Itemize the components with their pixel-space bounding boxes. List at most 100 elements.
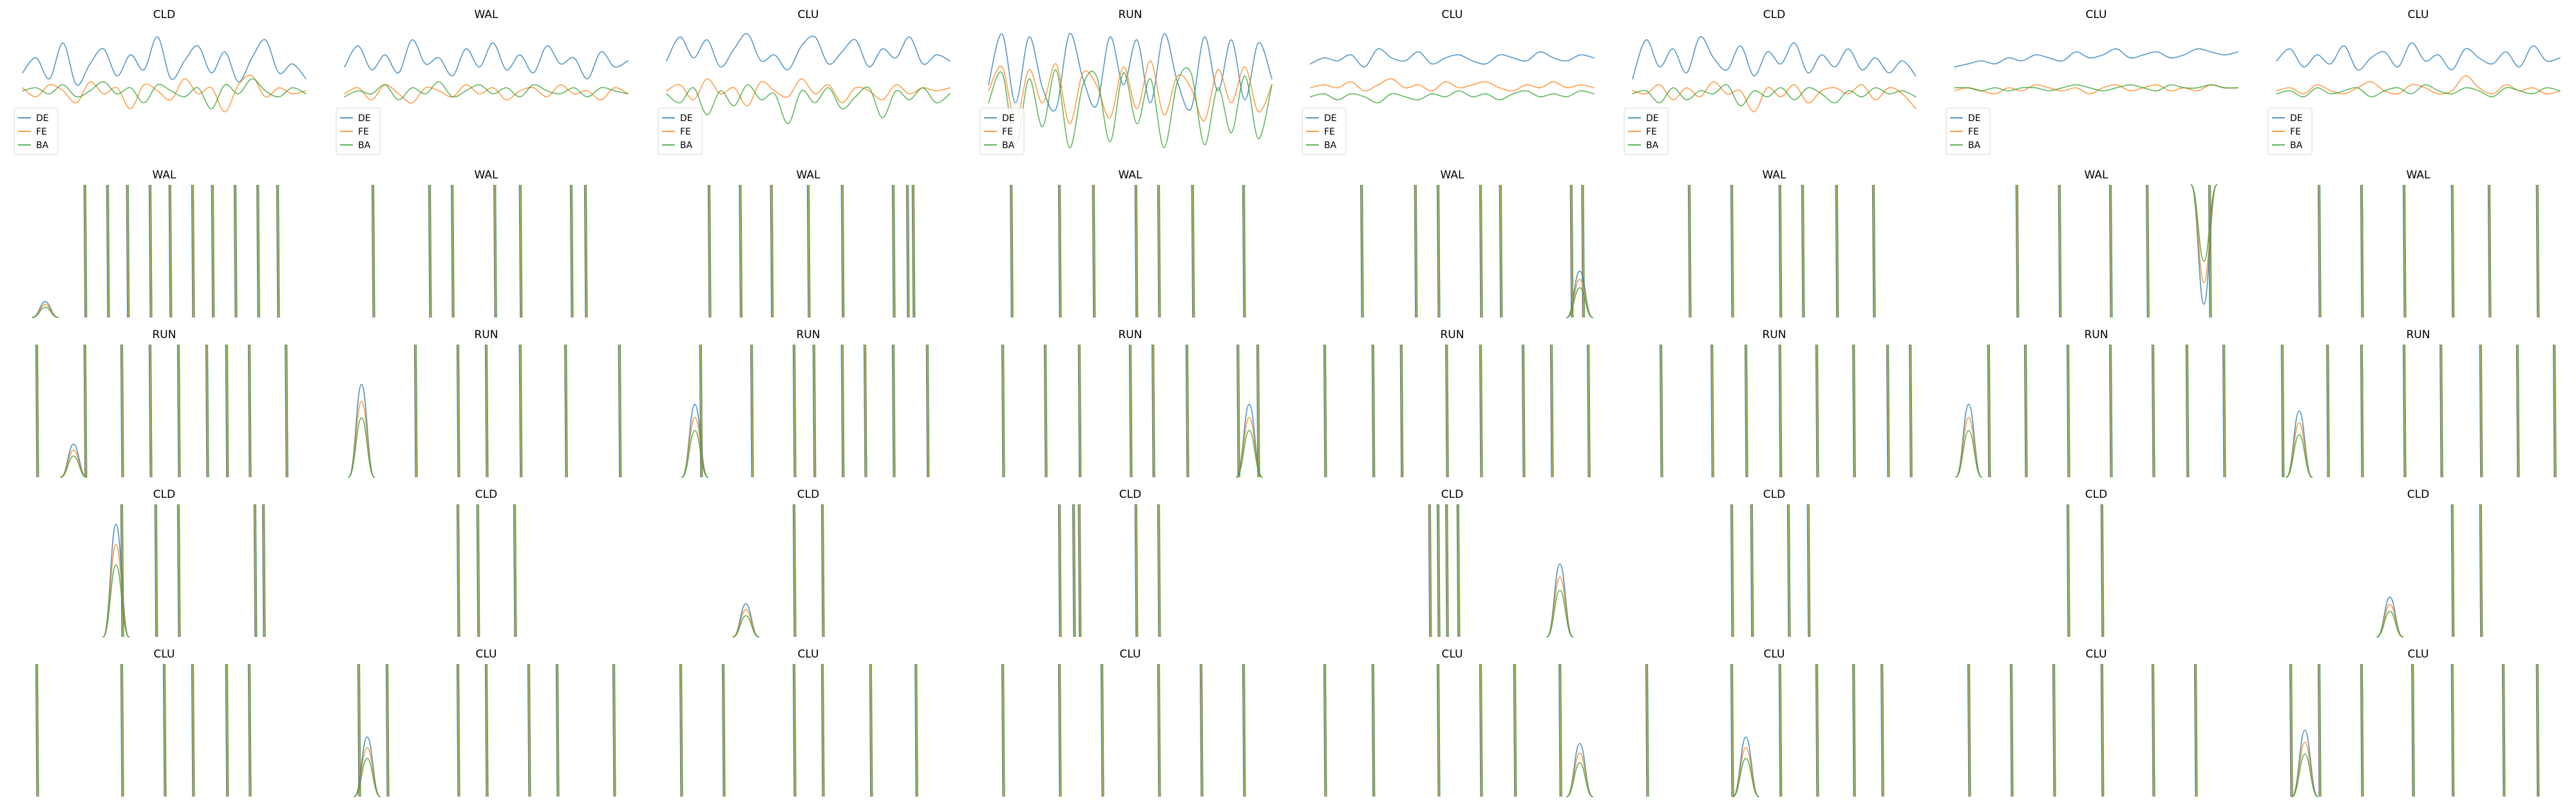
spike-ba [1159, 184, 1161, 318]
panel-title: RUN [797, 328, 820, 341]
spike-fe [1372, 663, 1375, 797]
series-line-ba [22, 78, 307, 109]
spike-ba [1780, 344, 1783, 478]
bump-fe [2291, 741, 2318, 797]
spike-fe [864, 344, 867, 478]
spike-de [1744, 344, 1747, 478]
spike-fe [2290, 663, 2293, 797]
spike-ba [1438, 184, 1441, 318]
panel-title: RUN [1119, 328, 1142, 341]
spike-ba [520, 184, 523, 318]
spike-ba [249, 344, 252, 478]
spike-ba [1752, 504, 1754, 638]
spike-de [456, 344, 459, 478]
panel-title: CLU [2408, 648, 2429, 661]
spike-fe [1853, 344, 1855, 478]
bump-ba [1566, 287, 1593, 318]
spike-de [1134, 184, 1137, 318]
spike-de [2193, 663, 2196, 797]
spike-fe [2361, 344, 2363, 478]
spike-ba [2187, 344, 2190, 478]
spike-ba [122, 344, 124, 478]
spike-de [2326, 344, 2329, 478]
spike-fe [571, 184, 573, 318]
spike-ba [709, 184, 712, 318]
spike-fe [2480, 504, 2483, 638]
spike-de [385, 663, 388, 797]
spike-ba [387, 663, 390, 797]
panel-r4-c7: CLD [2066, 488, 2107, 638]
spike-ba [2412, 663, 2415, 797]
spike-de [191, 184, 193, 318]
spike-de [1100, 663, 1103, 797]
spike-fe [520, 184, 522, 318]
spike-ba [794, 504, 797, 638]
spike-de [911, 184, 914, 318]
spike-ba [565, 344, 568, 478]
spike-ba [1732, 663, 1734, 797]
spike-fe [1002, 344, 1005, 478]
spike-de [476, 504, 478, 638]
spike-fe [2195, 663, 2197, 797]
spike-fe [2480, 344, 2483, 478]
spike-de [2100, 504, 2103, 638]
spike-ba [37, 663, 39, 797]
spike-de [2501, 663, 2504, 797]
bump-ba [732, 615, 759, 638]
spike-ba [865, 344, 867, 478]
spike-fe [793, 663, 796, 797]
spike-de [1569, 184, 1572, 318]
spike-de [1436, 504, 1439, 638]
spike-de [1456, 504, 1459, 638]
spike-fe [1059, 663, 1061, 797]
panel-r2-c4: WAL [1010, 169, 1246, 318]
spike-de [527, 663, 529, 797]
spike-fe [1059, 504, 1061, 638]
spike-de [1786, 504, 1789, 638]
spike-fe [121, 663, 124, 797]
spike-fe [2503, 663, 2505, 797]
panel-title: WAL [153, 169, 177, 182]
spike-ba [2362, 184, 2364, 318]
spike-de [2535, 663, 2538, 797]
series-line-fe [1310, 78, 1595, 91]
spike-de [1043, 344, 1046, 478]
spike-de [484, 344, 487, 478]
spike-ba [1817, 344, 1819, 478]
panel-r1-c4: RUN DE FE BA [980, 8, 1273, 155]
panel-title: RUN [1441, 328, 1464, 341]
spike-ba [150, 344, 153, 478]
panel-title: RUN [2407, 328, 2430, 341]
spike-ba [1732, 504, 1734, 638]
spike-de [1778, 184, 1781, 318]
legend-label-ba: BA [1646, 140, 1659, 151]
spike-ba [2210, 184, 2212, 318]
legend-label-de: DE [1002, 113, 1015, 124]
spike-ba [2404, 184, 2407, 318]
spike-de [211, 184, 213, 318]
spike-de [1835, 184, 1837, 318]
spike-fe [927, 344, 929, 478]
spike-fe [2327, 344, 2329, 478]
spike-ba [529, 663, 531, 797]
spike-fe [813, 344, 816, 478]
spike-de [2023, 344, 2026, 478]
spike-fe [1646, 663, 1649, 797]
spike-fe [2101, 663, 2104, 797]
spike-fe [723, 663, 725, 797]
panel-title: CLU [2086, 648, 2107, 661]
spike-ba [2517, 344, 2520, 478]
spike-de [451, 184, 453, 318]
spike-de [1687, 184, 1690, 318]
spike-de [750, 344, 752, 478]
series-line-de [344, 39, 629, 80]
spike-fe [457, 504, 460, 638]
spike-fe [2282, 344, 2284, 478]
spike-de [1778, 663, 1781, 797]
spike-ba [1325, 344, 1327, 478]
spike-ba [515, 504, 517, 638]
spike-fe [793, 504, 796, 638]
spike-de [1815, 663, 1817, 797]
spike-fe [212, 184, 214, 318]
spike-fe [1480, 344, 1482, 478]
